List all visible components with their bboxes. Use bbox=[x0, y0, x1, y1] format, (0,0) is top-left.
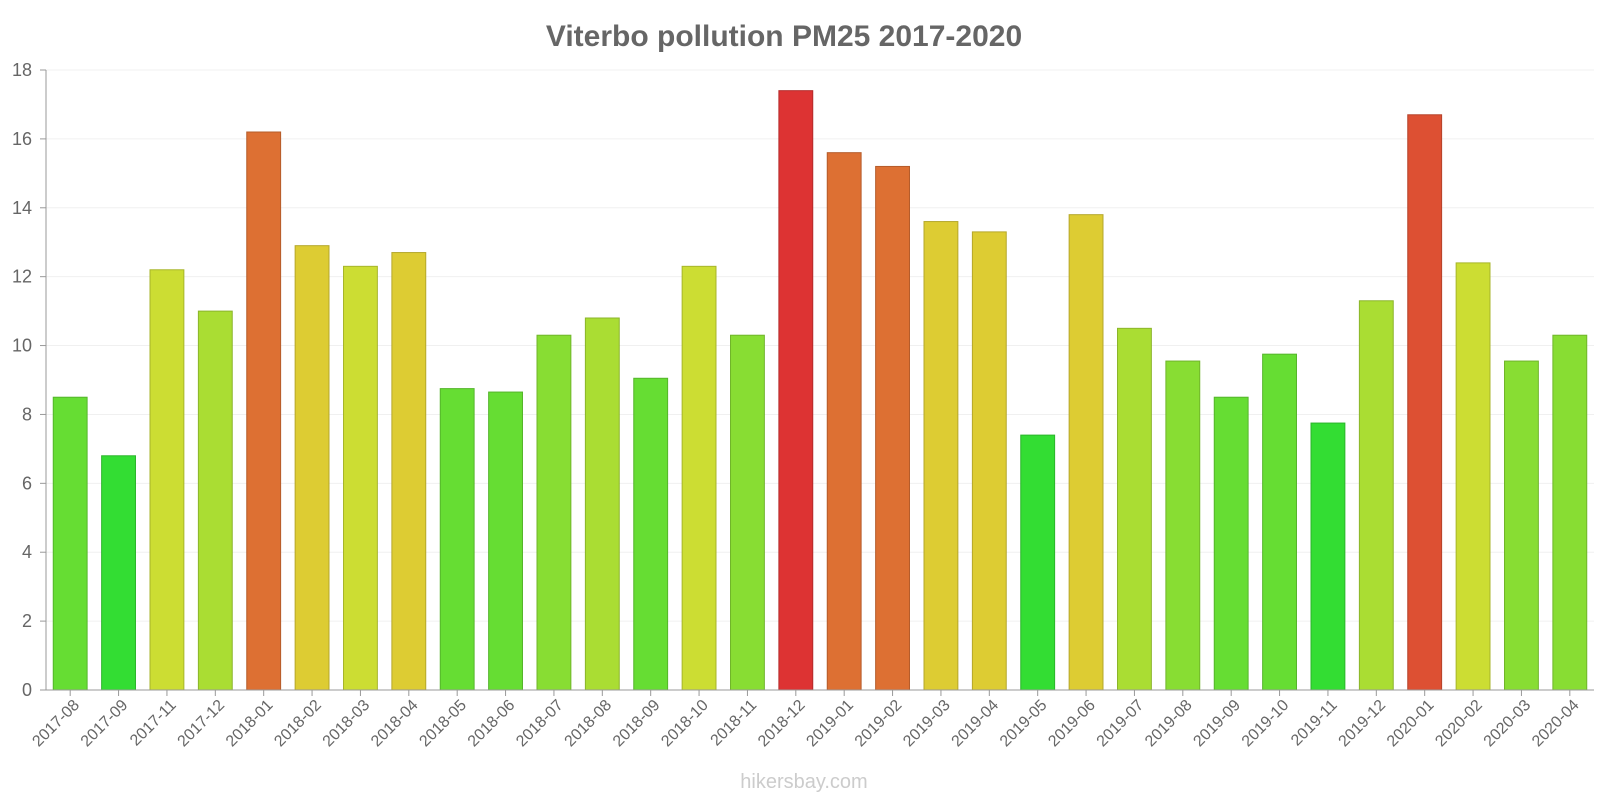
bar-2019-12 bbox=[1358, 300, 1394, 691]
bar-2020-02 bbox=[1455, 262, 1491, 691]
y-tick-label: 14 bbox=[12, 198, 32, 218]
y-tick-label: 18 bbox=[12, 60, 32, 80]
bar-2017-11 bbox=[149, 269, 185, 691]
y-tick-label: 4 bbox=[22, 542, 32, 562]
x-tick-label: 2018-07 bbox=[513, 697, 567, 751]
x-tick-label: 2019-02 bbox=[852, 697, 906, 751]
x-tick-label: 2019-05 bbox=[997, 697, 1051, 751]
bar-2020-03 bbox=[1504, 360, 1539, 691]
chart-title: Viterbo pollution PM25 2017-2020 bbox=[546, 20, 1022, 53]
x-tick-label: 2019-09 bbox=[1190, 697, 1244, 751]
x-tick-label: 2019-11 bbox=[1288, 697, 1341, 750]
bar-2019-07 bbox=[1117, 327, 1152, 691]
bar-2019-01 bbox=[826, 152, 862, 691]
x-tick-label: 2019-03 bbox=[900, 697, 954, 751]
y-tick-label: 10 bbox=[12, 336, 32, 356]
bar-2017-08 bbox=[52, 396, 88, 691]
bar-2019-05 bbox=[1020, 434, 1056, 691]
bar-2018-04 bbox=[391, 252, 427, 691]
x-tick-label: 2018-12 bbox=[755, 697, 809, 751]
x-tick-label: 2018-05 bbox=[416, 697, 470, 751]
x-tick-label: 2018-01 bbox=[223, 697, 277, 751]
bar-2017-12 bbox=[197, 310, 233, 691]
bar-2019-11 bbox=[1310, 422, 1346, 691]
y-tick-labels: 0 2 4 6 8 10 12 14 16 18 bbox=[12, 60, 46, 700]
x-tick-label: 2019-06 bbox=[1045, 697, 1099, 751]
bar-2018-10 bbox=[681, 265, 717, 691]
bar-2018-06 bbox=[488, 391, 523, 691]
y-tick-label: 12 bbox=[12, 267, 32, 287]
x-tick-label: 2020-02 bbox=[1432, 697, 1486, 751]
x-tick-label: 2019-10 bbox=[1239, 697, 1293, 751]
x-tick-label: 2019-08 bbox=[1142, 697, 1196, 751]
bar-2018-01 bbox=[246, 131, 282, 691]
bars bbox=[52, 90, 1588, 691]
axes bbox=[45, 70, 1594, 691]
y-tick-label: 6 bbox=[22, 473, 32, 493]
bar-2018-03 bbox=[343, 265, 378, 691]
y-tick-label: 0 bbox=[22, 680, 32, 700]
x-tick-label: 2018-06 bbox=[465, 697, 519, 751]
bar-2018-02 bbox=[294, 245, 330, 691]
x-tick-label: 2018-08 bbox=[562, 697, 616, 751]
x-tick-label: 2018-02 bbox=[271, 697, 325, 751]
bar-2019-10 bbox=[1262, 353, 1297, 691]
y-tick-label: 8 bbox=[22, 404, 32, 424]
x-tick-label: 2019-07 bbox=[1094, 697, 1148, 751]
x-tick-label: 2019-12 bbox=[1336, 697, 1390, 751]
watermark: hikersbay.com bbox=[740, 771, 867, 793]
y-tick-label: 2 bbox=[22, 611, 32, 631]
x-tick-label: 2019-04 bbox=[949, 697, 1003, 751]
x-tick-label: 2020-01 bbox=[1384, 697, 1438, 751]
bar-2020-01 bbox=[1407, 114, 1443, 691]
x-tick-label: 2018-10 bbox=[658, 697, 712, 751]
bar-2019-03 bbox=[923, 221, 959, 691]
bar-2019-04 bbox=[971, 231, 1007, 691]
bar-2017-09 bbox=[101, 455, 136, 691]
x-tick-labels: 2017-082017-092017-112017-122018-012018-… bbox=[29, 690, 1583, 751]
bar-2018-05 bbox=[439, 388, 475, 691]
x-tick-label: 2017-08 bbox=[29, 697, 83, 751]
x-tick-label: 2018-11 bbox=[708, 697, 761, 750]
bar-2018-12 bbox=[778, 90, 814, 691]
x-tick-label: 2017-12 bbox=[175, 697, 229, 751]
x-tick-label: 2017-09 bbox=[78, 697, 132, 751]
bar-2019-06 bbox=[1068, 214, 1104, 691]
x-tick-label: 2018-03 bbox=[320, 697, 374, 751]
x-tick-label: 2018-09 bbox=[610, 697, 664, 751]
bar-2020-04 bbox=[1552, 334, 1588, 691]
bar-2018-09 bbox=[633, 377, 669, 691]
bar-2019-09 bbox=[1213, 396, 1249, 691]
bar-2018-07 bbox=[536, 334, 572, 691]
bar-2019-08 bbox=[1165, 360, 1201, 691]
x-tick-label: 2018-04 bbox=[368, 697, 422, 751]
x-tick-label: 2017-11 bbox=[127, 697, 180, 750]
y-tick-label: 16 bbox=[12, 129, 32, 149]
x-tick-label: 2020-03 bbox=[1481, 697, 1535, 751]
bar-2018-11 bbox=[730, 334, 765, 691]
bar-2019-02 bbox=[875, 165, 910, 691]
bar-2018-08 bbox=[584, 317, 620, 691]
x-tick-label: 2019-01 bbox=[803, 697, 857, 751]
x-tick-label: 2020-04 bbox=[1529, 697, 1583, 751]
